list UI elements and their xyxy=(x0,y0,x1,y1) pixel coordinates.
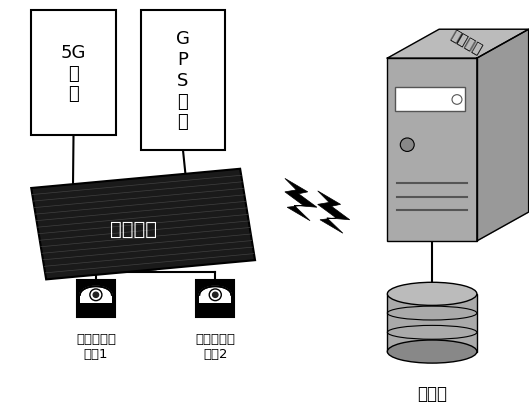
Text: 红外补光摄
像头1: 红外补光摄 像头1 xyxy=(76,333,116,360)
Circle shape xyxy=(209,289,222,301)
Circle shape xyxy=(213,292,218,298)
Text: 5G
天
线: 5G 天 线 xyxy=(61,44,86,103)
Text: 终端设备: 终端设备 xyxy=(110,220,157,239)
Polygon shape xyxy=(387,30,528,59)
Text: 云服务器: 云服务器 xyxy=(448,28,484,57)
Text: 红外补光摄
像头2: 红外补光摄 像头2 xyxy=(195,333,235,360)
Polygon shape xyxy=(477,30,528,241)
Text: G
P
S
天
线: G P S 天 线 xyxy=(176,30,190,131)
Polygon shape xyxy=(31,169,255,280)
Polygon shape xyxy=(80,287,112,295)
Bar xyxy=(387,59,477,241)
Circle shape xyxy=(93,292,99,298)
Polygon shape xyxy=(199,287,231,295)
Bar xyxy=(387,294,477,352)
Circle shape xyxy=(400,139,414,152)
Bar xyxy=(196,281,234,317)
Bar xyxy=(199,295,231,303)
Circle shape xyxy=(90,289,102,301)
Bar xyxy=(77,281,115,317)
Ellipse shape xyxy=(387,283,477,306)
Text: 数据库: 数据库 xyxy=(417,384,447,402)
Bar xyxy=(80,295,112,303)
Polygon shape xyxy=(317,192,350,234)
Bar xyxy=(395,88,465,112)
Bar xyxy=(140,11,225,150)
Ellipse shape xyxy=(387,340,477,363)
Circle shape xyxy=(452,96,462,105)
Bar xyxy=(31,11,116,136)
Polygon shape xyxy=(285,179,317,221)
